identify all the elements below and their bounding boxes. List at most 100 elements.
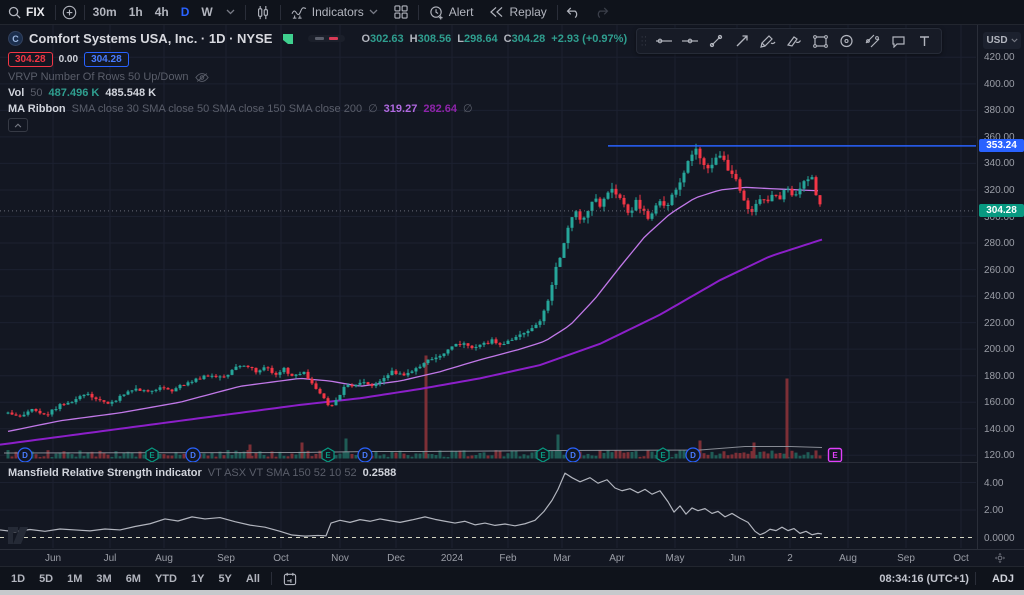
currency-label: USD: [986, 35, 1008, 46]
price-axis[interactable]: USD 420.00 400.00 380.00 360.00 340.00 320.00…: [977, 25, 1024, 549]
horizontal-line-tool[interactable]: [651, 30, 677, 52]
timeframe-button-W[interactable]: W: [201, 5, 213, 19]
time-axis[interactable]: Jun Jul Aug Sep Oct Nov Dec 2024 Feb Mar Apr May Jun…: [0, 549, 1024, 566]
drawing-toolbar: ∙∙ ∙∙ ∙∙: [636, 28, 942, 54]
vrvp-title: VRVP Number Of Rows 50 Up/Down: [8, 71, 189, 83]
parallel-channel-tool[interactable]: [859, 30, 885, 52]
chart-canvas[interactable]: D E D E D E D E D E C Comfort Systems USA, Inc. ·…: [0, 25, 1024, 566]
clock-display[interactable]: 08:34:16 (UTC+1): [879, 572, 969, 585]
time-axis-label: Oct: [953, 553, 969, 564]
volume-title: Vol: [8, 87, 25, 99]
svg-text:D: D: [22, 451, 28, 460]
time-axis-label: 2: [787, 553, 793, 564]
text-tool[interactable]: [911, 30, 937, 52]
chart-type-button[interactable]: [248, 0, 278, 24]
legend-collapse-button[interactable]: [8, 118, 28, 132]
price-axis-label: 380.00: [984, 105, 1015, 117]
ma-ribbon-legend[interactable]: MA Ribbon SMA close 30 SMA close 50 SMA …: [8, 102, 473, 116]
mansfield-params: VT ASX VT SMA 150 52 10 52: [207, 467, 357, 479]
range-button-5Y[interactable]: 5Y: [218, 572, 232, 585]
undo-icon: [567, 6, 578, 18]
time-axis-label: Dec: [387, 553, 405, 564]
indicators-label: Indicators: [311, 5, 364, 19]
sma150-value: 282.64: [423, 102, 457, 115]
range-button-1D[interactable]: 1D: [11, 572, 26, 585]
timeframe-button-1h[interactable]: 1h: [128, 5, 143, 19]
volume-legend[interactable]: Vol 50 487.496 K 485.548 K: [8, 87, 156, 99]
time-axis-label: Jul: [103, 553, 117, 564]
chevron-down-icon: [369, 9, 378, 15]
symbol-search-button[interactable]: FIX: [0, 0, 53, 24]
brush-tool[interactable]: [755, 30, 781, 52]
timeframe-button-D[interactable]: D: [180, 5, 190, 19]
redo-icon: [598, 6, 609, 18]
comment-tool[interactable]: [885, 30, 911, 52]
range-button-5D[interactable]: 5D: [39, 572, 54, 585]
market-status-icon[interactable]: [282, 33, 294, 45]
range-button-All[interactable]: All: [245, 572, 260, 585]
redo-button[interactable]: [588, 0, 616, 24]
symbol-legend[interactable]: C Comfort Systems USA, Inc. · 1D · NYSE …: [8, 30, 627, 47]
ask-badge[interactable]: 304.28: [84, 51, 129, 67]
timeframe-menu-button[interactable]: [219, 0, 243, 24]
symbol-title[interactable]: Comfort Systems USA, Inc. · 1D · NYSE: [29, 31, 273, 46]
price-axis-label: 320.00: [984, 184, 1015, 196]
currency-toggle[interactable]: USD: [983, 32, 1021, 49]
price-axis-label: 260.00: [984, 264, 1015, 276]
range-button-YTD[interactable]: YTD: [154, 572, 177, 585]
eye-off-icon[interactable]: [194, 72, 209, 83]
ma-empty-2: ∅: [462, 103, 473, 115]
svg-text:D: D: [570, 451, 576, 460]
layout-grid-button[interactable]: [386, 0, 416, 24]
indicators-button[interactable]: Indicators: [283, 0, 386, 24]
rectangle-tool[interactable]: [807, 30, 833, 52]
open-value: 302.63: [370, 32, 404, 45]
ohlc-values: O302.63 H308.56 L298.64 C304.28 +2.93 (+…: [361, 32, 628, 45]
range-button-1M[interactable]: 1M: [67, 572, 83, 585]
last-price-badge: 304.28: [979, 203, 1024, 217]
marker-tool[interactable]: [781, 30, 807, 52]
rs-axis-label: 2.00: [984, 505, 1004, 516]
svg-text:E: E: [540, 451, 546, 460]
volume-ma-value: 487.496 K: [48, 87, 100, 99]
timeframe-button-30m[interactable]: 30m: [92, 5, 117, 19]
time-axis-label: Mar: [553, 553, 571, 564]
range-button-6M[interactable]: 6M: [125, 572, 141, 585]
compare-add-button[interactable]: [58, 0, 82, 24]
bid-badge[interactable]: 304.28: [8, 51, 53, 67]
price-axis-label: 160.00: [984, 397, 1015, 409]
undo-button[interactable]: [560, 0, 588, 24]
svg-text:E: E: [149, 451, 155, 460]
volume-value: 485.548 K: [105, 87, 157, 99]
close-value: 304.28: [511, 32, 546, 45]
range-button-1Y[interactable]: 1Y: [190, 572, 205, 585]
alert-button[interactable]: Alert: [421, 0, 482, 24]
timeframe-button-4h[interactable]: 4h: [154, 5, 169, 19]
svg-text:E: E: [325, 451, 331, 460]
horizontal-ray-tool[interactable]: [677, 30, 703, 52]
price-axis-label: 360.00: [984, 131, 1015, 143]
trend-line-tool[interactable]: [703, 30, 729, 52]
price-axis-label: 140.00: [984, 423, 1015, 435]
timezone-settings-icon[interactable]: [994, 552, 1006, 564]
ellipse-tool[interactable]: [833, 30, 859, 52]
vrvp-legend[interactable]: VRVP Number Of Rows 50 Up/Down: [8, 71, 209, 83]
timeframe-group: 30m 1h 4h D W: [87, 0, 219, 24]
replay-label: Replay: [509, 5, 547, 19]
time-axis-label: 2024: [440, 553, 464, 564]
arrow-line-tool[interactable]: [729, 30, 755, 52]
price-axis-label: 420.00: [984, 52, 1015, 64]
sma150-line: [0, 238, 823, 446]
divider: [417, 4, 419, 20]
goto-date-button[interactable]: [276, 567, 304, 590]
replay-button[interactable]: Replay: [481, 0, 554, 24]
range-button-3M[interactable]: 3M: [96, 572, 112, 585]
legend-quick-actions[interactable]: [308, 35, 346, 42]
toolbar-drag-handle[interactable]: ∙∙ ∙∙ ∙∙: [641, 32, 648, 49]
adjusted-data-toggle[interactable]: ADJ: [991, 572, 1014, 585]
tradingview-watermark: [8, 527, 28, 544]
mansfield-legend[interactable]: Mansfield Relative Strength indicator VT…: [8, 467, 396, 479]
symbol-logo: C: [8, 31, 23, 46]
volume-spike: [556, 434, 560, 459]
svg-text:E: E: [832, 451, 838, 460]
